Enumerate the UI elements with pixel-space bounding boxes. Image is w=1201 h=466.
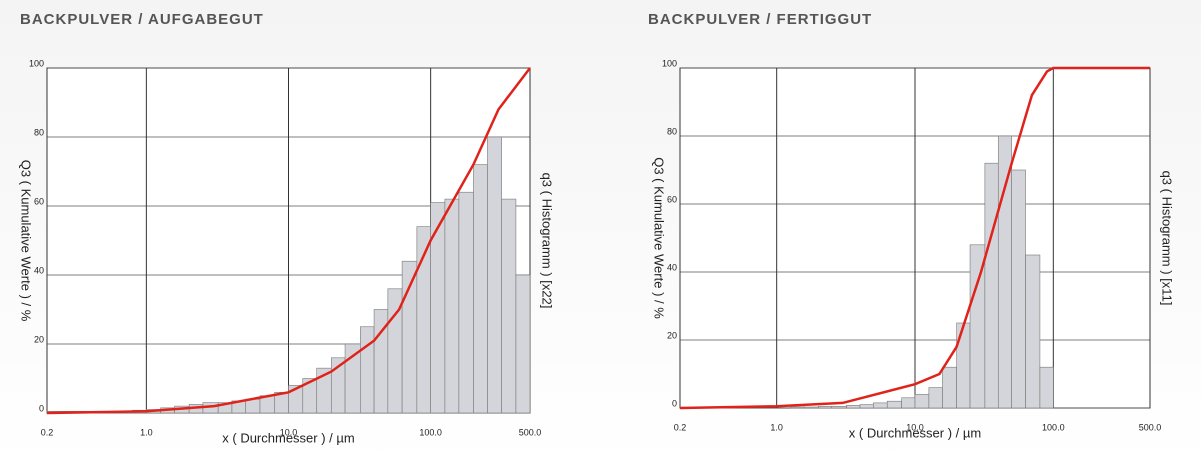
y-tick-label: 80: [34, 127, 44, 137]
chart-title: BACKPULVER / AUFGABEGUT: [20, 11, 264, 28]
y-tick-label: 100: [29, 58, 44, 68]
y-tick-label: 40: [34, 265, 44, 275]
histogram-bar: [360, 326, 375, 414]
histogram-bar: [928, 387, 943, 409]
y-tick-label: 60: [34, 196, 44, 206]
histogram-bar: [1039, 366, 1054, 409]
x-tick-label: 1.0: [140, 427, 153, 437]
histogram-bar: [515, 274, 531, 414]
x-tick-label: 10.0: [906, 422, 924, 432]
histogram-bar: [344, 343, 361, 414]
histogram-bar: [790, 406, 805, 409]
histogram-bar: [818, 405, 833, 409]
histogram-bar: [458, 191, 474, 414]
histogram-bar: [831, 405, 847, 409]
histogram-bar: [245, 398, 261, 414]
x-tick-label: 0.2: [41, 427, 54, 437]
y-tick-label: 60: [667, 194, 677, 204]
histogram-bar: [886, 400, 902, 409]
y-tick-label: 20: [34, 334, 44, 344]
y2-axis-label: q3 ( Histogramm ) [x22]: [540, 173, 555, 309]
histogram-bar: [956, 322, 971, 409]
histogram-bar: [942, 366, 957, 409]
y2-axis-label: q3 ( Histogramm ) [x11]: [1160, 171, 1175, 306]
histogram-bar: [501, 198, 517, 414]
x-tick-label: 500.0: [519, 427, 542, 437]
x-tick-label: 1.0: [770, 422, 783, 432]
histogram-bar: [984, 162, 999, 409]
y-axis-label: Q3 ( Kumulative Werte ) / %: [652, 157, 667, 319]
x-tick-label: 100.0: [419, 427, 442, 437]
cumulative-line: [46, 67, 531, 415]
histogram-bar: [487, 136, 502, 414]
histogram-bar: [473, 164, 488, 414]
x-axis-label: x ( Durchmesser ) / µm: [222, 430, 354, 445]
histogram-bar: [1025, 254, 1041, 409]
y-tick-label: 0: [39, 403, 44, 413]
cumulative-line: [679, 66, 1150, 410]
x-tick-label: 10.0: [280, 427, 298, 437]
x-tick-label: 100.0: [1042, 422, 1065, 432]
histogram-bar: [444, 198, 460, 414]
chart-title: BACKPULVER / FERTIGGUT: [648, 11, 872, 28]
histogram-bar: [846, 404, 861, 409]
histogram-bar: [914, 394, 930, 409]
y-axis-label: Q3 ( Kumulative Werte ) / %: [19, 160, 34, 322]
histogram-bar: [803, 406, 819, 409]
histogram-bar: [997, 135, 1012, 409]
y-tick-label: 100: [662, 58, 677, 68]
y-tick-label: 20: [667, 330, 677, 340]
x-tick-label: 500.0: [1139, 422, 1162, 432]
histogram-bar: [901, 397, 916, 409]
x-tick-label: 0.2: [674, 422, 687, 432]
y-tick-label: 40: [667, 262, 677, 272]
x-axis-label: x ( Durchmesser ) / µm: [849, 425, 981, 440]
y-tick-label: 0: [672, 398, 677, 408]
histogram-bar: [859, 404, 874, 409]
histogram-bar: [873, 402, 888, 409]
y-tick-label: 80: [667, 126, 677, 136]
histogram-bar: [1011, 169, 1026, 409]
